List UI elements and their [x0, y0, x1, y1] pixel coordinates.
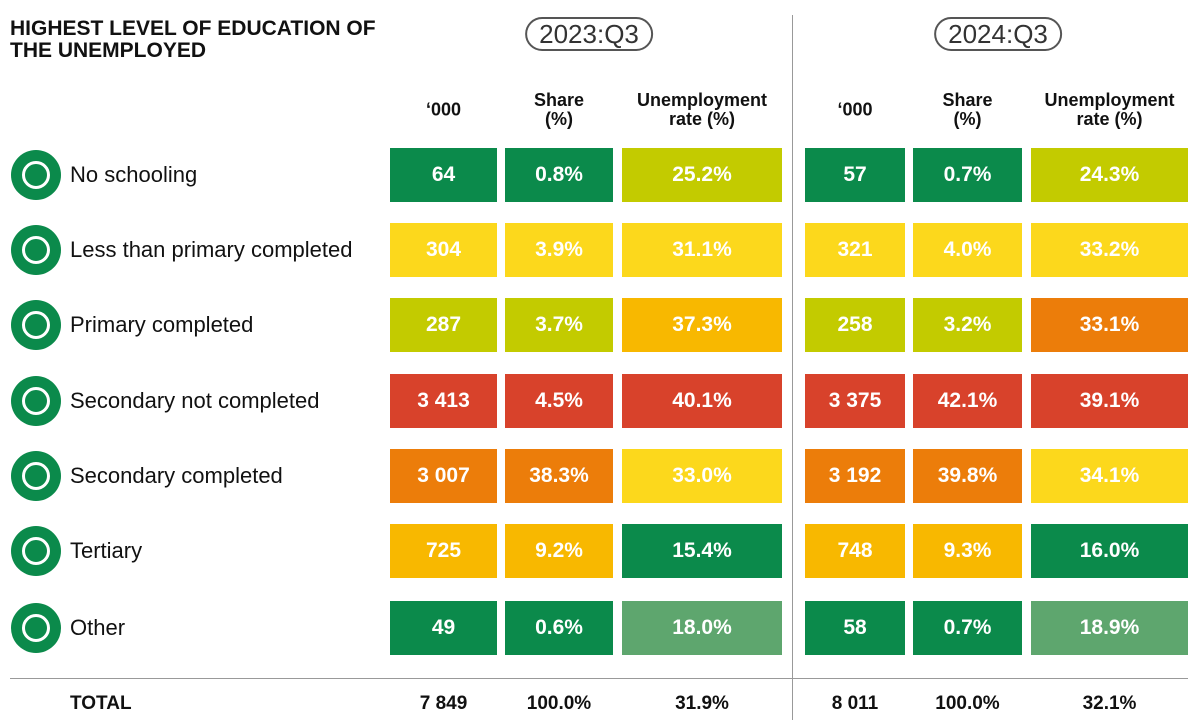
- cell: 3.7%: [505, 298, 613, 352]
- cell: 38.3%: [505, 449, 613, 503]
- row-label: No schooling: [70, 162, 198, 187]
- row-label: Secondary completed: [70, 463, 283, 488]
- cell: 0.7%: [913, 148, 1022, 202]
- row-icon: [11, 603, 61, 653]
- row-label: Other: [70, 615, 126, 640]
- cell: 25.2%: [622, 148, 782, 202]
- total-cell: 7 849: [419, 693, 468, 714]
- cell: 15.4%: [622, 524, 782, 578]
- cell: 33.2%: [1031, 223, 1188, 277]
- title: HIGHEST LEVEL OF EDUCATION OF THE UNEMPL…: [10, 17, 376, 62]
- cell: 3 375: [805, 374, 905, 428]
- cell: 9.3%: [913, 524, 1022, 578]
- cell: 18.0%: [622, 601, 782, 655]
- row-icon: [11, 300, 61, 350]
- cell: 4.0%: [913, 223, 1022, 277]
- cell: 24.3%: [1031, 148, 1188, 202]
- row-label: Tertiary: [70, 538, 143, 563]
- row-icon: [11, 376, 61, 426]
- cell: 725: [390, 524, 497, 578]
- cell: 0.7%: [913, 601, 1022, 655]
- cell: 33.0%: [622, 449, 782, 503]
- row-icon: [11, 451, 61, 501]
- row-icon: [11, 526, 61, 576]
- row-label: Less than primary completed: [70, 237, 353, 262]
- total-cell: 100.0%: [526, 693, 592, 714]
- cell: 4.5%: [505, 374, 613, 428]
- cell: 31.1%: [622, 223, 782, 277]
- cell: 18.9%: [1031, 601, 1188, 655]
- cell: 64: [390, 148, 497, 202]
- cell: 37.3%: [622, 298, 782, 352]
- total-cell: 31.9%: [675, 693, 729, 714]
- cell: 0.8%: [505, 148, 613, 202]
- cell: 40.1%: [622, 374, 782, 428]
- cell: 3.9%: [505, 223, 613, 277]
- cell: 3 192: [805, 449, 905, 503]
- cell: 321: [805, 223, 905, 277]
- cell: 39.1%: [1031, 374, 1188, 428]
- column-header: ‘000: [425, 99, 462, 120]
- column-header: Unemployment rate (%): [1044, 90, 1175, 129]
- cell: 39.8%: [913, 449, 1022, 503]
- column-header: Share (%): [533, 90, 585, 129]
- column-header: Unemployment rate (%): [636, 90, 768, 129]
- row-icon: [11, 225, 61, 275]
- cell: 3.2%: [913, 298, 1022, 352]
- cell: 42.1%: [913, 374, 1022, 428]
- row-label: Primary completed: [70, 312, 254, 337]
- cell: 0.6%: [505, 601, 613, 655]
- cell: 58: [805, 601, 905, 655]
- row-label: Secondary not completed: [70, 388, 320, 413]
- cell: 3 413: [390, 374, 497, 428]
- cell: 49: [390, 601, 497, 655]
- column-header: Share (%): [942, 90, 993, 129]
- column-header: ‘000: [837, 99, 873, 120]
- total-cell: 100.0%: [935, 693, 1000, 714]
- total-cell: 8 011: [831, 693, 879, 714]
- cell: 33.1%: [1031, 298, 1188, 352]
- period-label: 2024:Q3: [934, 17, 1062, 51]
- cell: 34.1%: [1031, 449, 1188, 503]
- period-label: 2023:Q3: [525, 17, 653, 51]
- cell: 258: [805, 298, 905, 352]
- total-rule: [10, 678, 1188, 679]
- cell: 3 007: [390, 449, 497, 503]
- cell: 57: [805, 148, 905, 202]
- cell: 287: [390, 298, 497, 352]
- cell: 16.0%: [1031, 524, 1188, 578]
- cell: 748: [805, 524, 905, 578]
- cell: 9.2%: [505, 524, 613, 578]
- cell: 304: [390, 223, 497, 277]
- divider: [792, 15, 793, 720]
- row-icon: [11, 150, 61, 200]
- total-cell: 32.1%: [1082, 693, 1137, 714]
- total-label: TOTAL: [70, 693, 132, 714]
